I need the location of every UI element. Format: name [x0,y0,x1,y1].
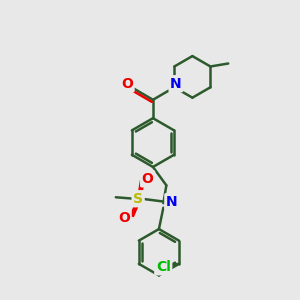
Text: S: S [133,192,143,206]
Text: O: O [121,77,133,91]
Text: O: O [142,172,154,186]
Text: N: N [166,195,178,209]
Text: O: O [118,212,130,225]
Text: N: N [170,77,182,91]
Text: Cl: Cl [156,260,171,274]
